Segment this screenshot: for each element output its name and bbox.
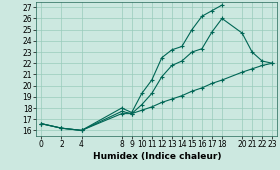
X-axis label: Humidex (Indice chaleur): Humidex (Indice chaleur) (93, 152, 221, 161)
